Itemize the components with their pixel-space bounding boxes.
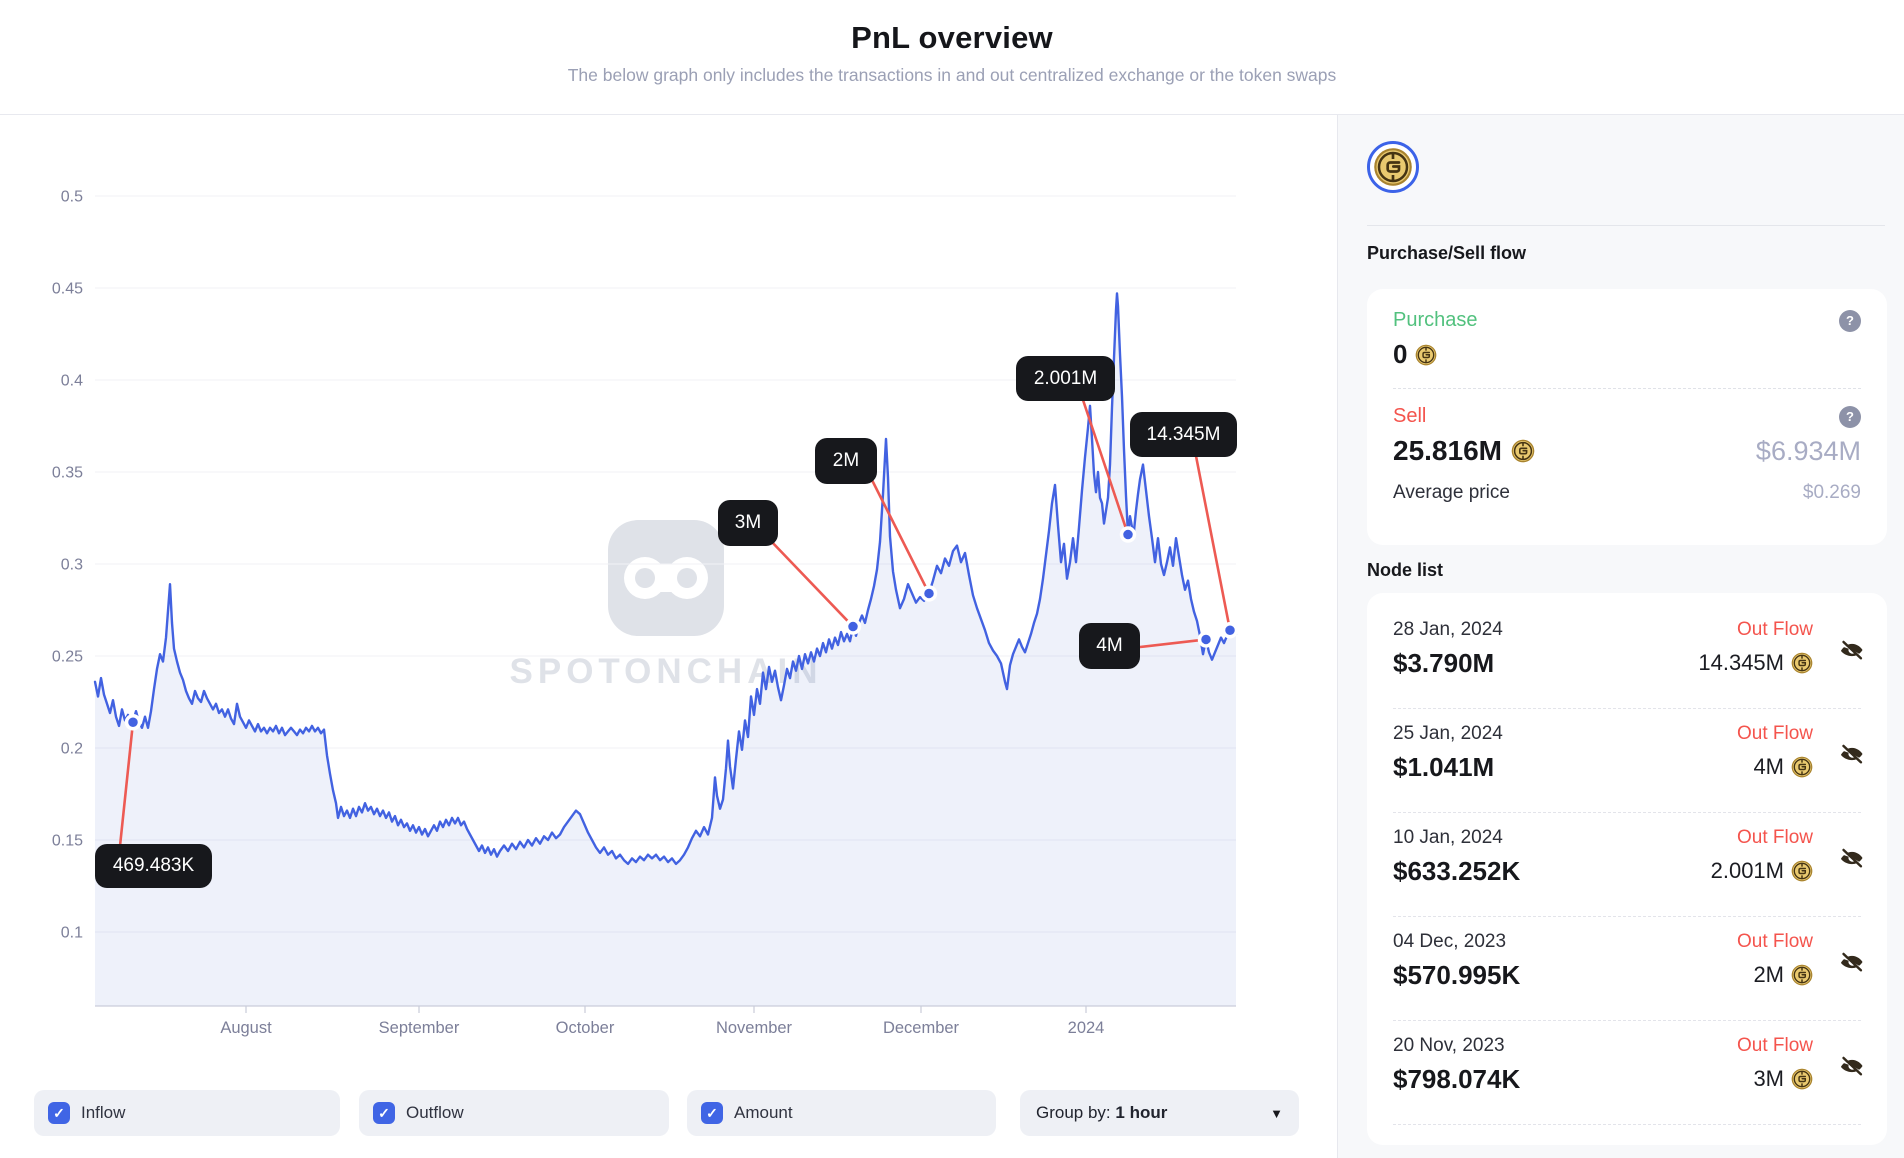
svg-text:0.4: 0.4 [61,373,83,390]
page-subtitle: The below graph only includes the transa… [567,65,1337,85]
node-token-amount: 14.345M [1698,650,1784,675]
chart-panel: SPOTONCHAIN 0.5 0.45 0.4 0.35 0.3 0.25 0.2 0.15… [0,115,1337,1158]
coin-icon [1791,964,1813,986]
node-token-amount: 2.001M [1710,858,1784,883]
hide-eye-off-icon[interactable] [1839,845,1865,871]
outflow-toggle[interactable]: ✓ Outflow [359,1090,669,1136]
node-usd-value: $3.790M [1393,648,1495,678]
node-usd-value: $1.041M [1393,752,1495,782]
coin-icon [1791,652,1813,674]
svg-text:0.2: 0.2 [61,741,83,758]
svg-text:October: October [556,1019,615,1037]
purchase-sell-heading: Purchase/Sell flow [1367,243,1527,263]
node-usd-value: $570.995K [1393,960,1521,990]
average-price-label: Average price [1393,482,1510,503]
hide-eye-off-icon[interactable] [1839,949,1865,975]
svg-text:November: November [716,1019,793,1037]
svg-text:December: December [883,1019,960,1037]
node-token-amount: 2M [1753,962,1784,987]
coin-icon [1791,1068,1813,1090]
purchase-value: 0 [1393,339,1408,369]
svg-text:0.45: 0.45 [52,281,83,298]
outflow-checkbox-icon[interactable]: ✓ [373,1102,395,1124]
amount-label: Amount [734,1103,793,1122]
svg-text:0.15: 0.15 [52,833,83,850]
node-usd-value: $798.074K [1393,1064,1521,1094]
average-price-value: $0.269 [1802,482,1861,503]
node-list-heading: Node list [1367,560,1444,580]
node-row[interactable]: 28 Jan, 2024 $3.790M Out Flow 14.345M [1393,605,1861,709]
card-divider [1393,388,1861,389]
token-sidebar: Purchase/Sell flow Purchase ? 0 Sell ? 2… [1337,115,1904,1158]
amount-toggle[interactable]: ✓ Amount [687,1090,996,1136]
node-row[interactable]: 04 Dec, 2023 $570.995K Out Flow 2M [1393,917,1861,1021]
node-usd-value: $633.252K [1393,856,1521,886]
chevron-down-icon: ▼ [1270,1105,1283,1121]
coin-icon [1791,756,1813,778]
page-header: PnL overview The below graph only includ… [0,0,1904,115]
group-by-label: Group by: [1036,1103,1111,1122]
group-by-value: 1 hour [1115,1103,1168,1122]
gold-coin-token-icon [1373,147,1413,187]
svg-text:0.1: 0.1 [61,925,83,942]
node-flow-direction: Out Flow [1736,723,1813,744]
coin-icon [1791,860,1813,882]
hide-eye-off-icon[interactable] [1839,637,1865,663]
node-row[interactable]: 10 Jan, 2024 $633.252K Out Flow 2.001M [1393,813,1861,917]
svg-text:0.35: 0.35 [52,465,83,482]
node-date: 10 Jan, 2024 [1393,827,1503,848]
sidebar-divider [1367,225,1885,226]
sell-value: 25.816M [1393,435,1502,466]
coin-icon [1511,439,1535,463]
svg-text:0.25: 0.25 [52,649,83,666]
coin-icon [1415,344,1437,366]
svg-text:0.3: 0.3 [61,557,83,574]
sell-usd-value: $6.934M [1755,435,1861,466]
node-row[interactable]: 25 Jan, 2024 $1.041M Out Flow 4M [1393,709,1861,813]
amount-checkbox-icon[interactable]: ✓ [701,1102,723,1124]
svg-text:August: August [220,1019,272,1037]
outflow-label: Outflow [406,1103,464,1122]
node-flow-direction: Out Flow [1736,619,1813,640]
purchase-sell-card: Purchase ? 0 Sell ? 25.816M $6.934M Aver… [1367,289,1887,545]
node-row[interactable]: 20 Nov, 2023 $798.074K Out Flow 3M [1393,1021,1861,1125]
purchase-label: Purchase [1393,309,1478,331]
node-date: 25 Jan, 2024 [1393,723,1503,744]
sell-help-icon[interactable]: ? [1839,405,1861,428]
page-title: PnL overview [851,20,1053,55]
group-by-dropdown[interactable]: Group by: 1 hour ▼ [1020,1090,1299,1136]
inflow-checkbox-icon[interactable]: ✓ [48,1102,70,1124]
node-date: 28 Jan, 2024 [1393,619,1503,640]
token-avatar[interactable] [1367,141,1419,193]
purchase-help-icon[interactable]: ? [1839,309,1861,332]
svg-text:September: September [379,1019,460,1037]
node-list-card: 28 Jan, 2024 $3.790M Out Flow 14.345M 25… [1367,593,1887,1145]
inflow-toggle[interactable]: ✓ Inflow [34,1090,340,1136]
svg-text:0.5: 0.5 [61,189,83,206]
node-token-amount: 4M [1753,754,1784,779]
sell-label: Sell [1393,405,1427,427]
node-flow-direction: Out Flow [1736,827,1813,848]
node-flow-direction: Out Flow [1736,931,1813,952]
inflow-label: Inflow [81,1103,126,1122]
node-date: 20 Nov, 2023 [1393,1035,1505,1056]
node-token-amount: 3M [1753,1066,1784,1091]
node-flow-direction: Out Flow [1736,1035,1813,1056]
svg-text:2024: 2024 [1068,1019,1105,1037]
pnl-chart[interactable]: 0.5 0.45 0.4 0.35 0.3 0.25 0.2 0.15 0.1 August Sep… [0,115,1337,1050]
hide-eye-off-icon[interactable] [1839,741,1865,767]
node-date: 04 Dec, 2023 [1393,931,1507,952]
hide-eye-off-icon[interactable] [1839,1053,1865,1079]
